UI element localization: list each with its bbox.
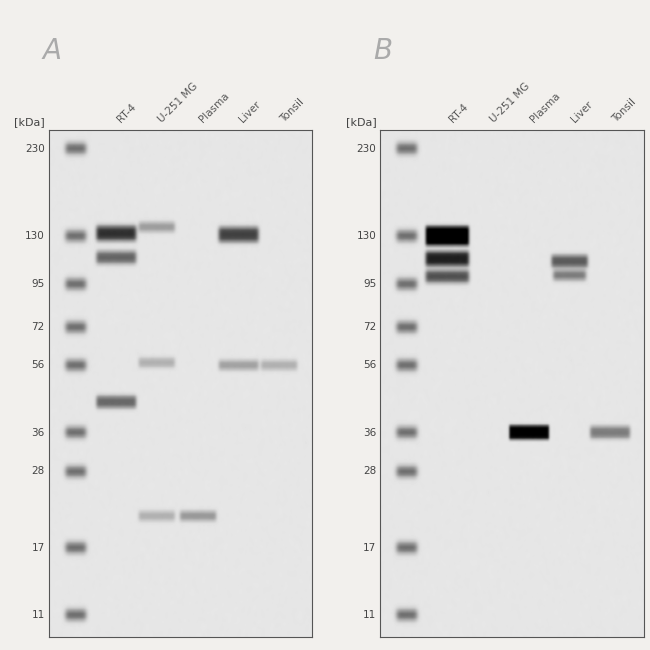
Text: 17: 17 [32, 543, 45, 553]
Text: 230: 230 [25, 144, 45, 154]
Text: 95: 95 [363, 280, 376, 289]
Text: 130: 130 [357, 231, 376, 241]
Text: U-251 MG: U-251 MG [488, 81, 531, 125]
Text: Tonsil: Tonsil [278, 98, 306, 125]
Text: RT-4: RT-4 [447, 102, 470, 125]
Text: 36: 36 [32, 428, 45, 438]
Text: 11: 11 [363, 610, 376, 619]
Text: Plasma: Plasma [197, 91, 231, 125]
Text: 130: 130 [25, 231, 45, 241]
Text: 95: 95 [32, 280, 45, 289]
Text: 28: 28 [32, 467, 45, 476]
Text: [kDa]: [kDa] [346, 117, 376, 127]
Text: [kDa]: [kDa] [14, 117, 45, 127]
Text: 230: 230 [357, 144, 376, 154]
Text: 17: 17 [363, 543, 376, 553]
Text: 72: 72 [363, 322, 376, 332]
Text: 72: 72 [32, 322, 45, 332]
Text: A: A [42, 37, 61, 65]
Text: RT-4: RT-4 [116, 102, 138, 125]
Text: 28: 28 [363, 467, 376, 476]
Text: 56: 56 [363, 360, 376, 370]
Text: U-251 MG: U-251 MG [157, 81, 200, 125]
Text: 11: 11 [32, 610, 45, 619]
Text: 56: 56 [32, 360, 45, 370]
Text: Liver: Liver [238, 99, 263, 125]
Text: Liver: Liver [569, 99, 595, 125]
Text: 36: 36 [363, 428, 376, 438]
Text: B: B [374, 37, 393, 65]
Text: Plasma: Plasma [528, 91, 562, 125]
Text: Tonsil: Tonsil [610, 98, 638, 125]
